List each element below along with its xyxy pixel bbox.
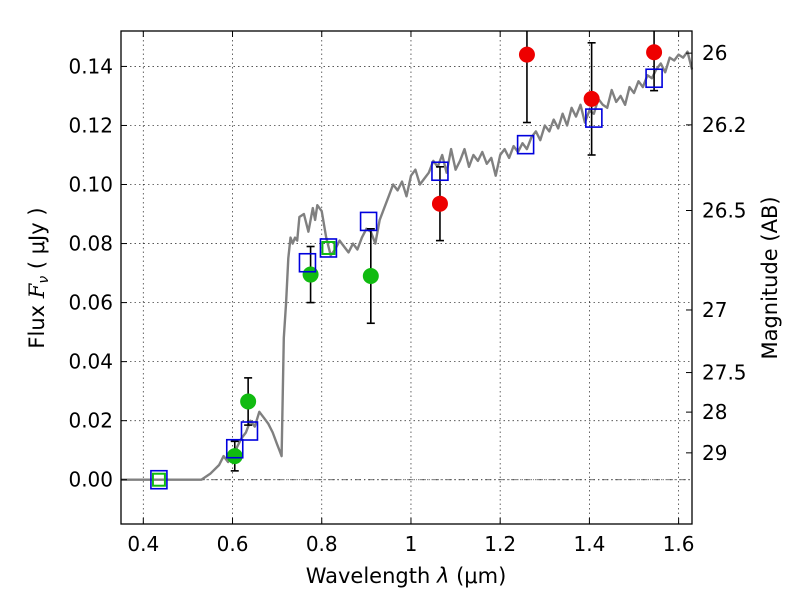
red-data-point — [431, 195, 448, 212]
y2-axis-label: Magnitude (AB) — [758, 196, 782, 359]
green-data-point — [362, 268, 379, 285]
y-axis-label-unit: ( μJy ) — [25, 207, 49, 275]
green-data-point — [302, 266, 319, 283]
y-tick-label: 0.14 — [68, 54, 113, 78]
y-axis-label-prefix: Flux — [25, 298, 49, 348]
x-tick-label: 1 — [405, 532, 418, 556]
x-axis-label: Wavelength λ (μm) — [306, 564, 507, 588]
y-tick-label: 0.00 — [68, 468, 113, 492]
red-data-point — [518, 46, 535, 63]
y-tick-label: 0.12 — [68, 113, 113, 137]
red-data-point — [646, 44, 663, 61]
y-tick-label: 0.02 — [68, 409, 113, 433]
magnitude-tick-label: 26.5 — [702, 198, 747, 222]
marker-layer — [150, 44, 663, 490]
y-tick-label: 0.04 — [68, 350, 113, 374]
model-photometry-box — [585, 108, 603, 128]
x-tick-label: 1.4 — [573, 532, 605, 556]
y-axis-label: Flux Fν ( μJy ) — [25, 207, 52, 348]
model-photometry-box — [240, 421, 259, 441]
magnitude-tick-label: 29 — [702, 441, 727, 465]
model-photometry-box — [516, 134, 535, 155]
model-photometry-box — [150, 469, 168, 490]
x-axis-label-symbol: λ — [436, 564, 449, 588]
x-axis-label-unit: (μm) — [449, 564, 506, 588]
green-data-point — [240, 393, 257, 410]
green-box-marker — [321, 240, 336, 255]
magnitude-tick-label: 26 — [702, 41, 727, 65]
x-axis-label-prefix: Wavelength — [306, 564, 437, 588]
plot-frame — [120, 30, 693, 525]
model-photometry-box — [298, 252, 317, 273]
magnitude-tick-label: 26.2 — [702, 113, 747, 137]
green-data-point — [226, 448, 243, 465]
x-tick-label: 1.2 — [484, 532, 516, 556]
x-tick-label: 0.6 — [217, 532, 249, 556]
model-sed-layer — [121, 50, 694, 481]
x-tick-label: 0.4 — [127, 532, 159, 556]
model-photometry-box — [319, 238, 338, 258]
magnitude-tick-label: 27.5 — [702, 361, 747, 385]
y-axis-label-symbol: F — [25, 282, 49, 299]
y-tick-label: 0.10 — [68, 173, 113, 197]
y-axis-label-sub: ν — [36, 276, 52, 284]
model-photometry-box — [645, 68, 663, 89]
x-tick-label: 0.8 — [306, 532, 338, 556]
y-tick-label: 0.08 — [68, 232, 113, 256]
grid-lines — [121, 31, 692, 524]
model-photometry-box — [359, 211, 378, 232]
model-photometry-box — [431, 161, 449, 182]
y-tick-label: 0.06 — [68, 291, 113, 315]
magnitude-tick-label: 28 — [702, 400, 727, 424]
green-box-marker — [151, 472, 166, 487]
magnitude-tick-label: 27 — [702, 298, 727, 322]
red-data-point — [583, 90, 600, 107]
x-tick-label: 1.6 — [663, 532, 695, 556]
model-sed-line — [121, 50, 694, 481]
model-photometry-box — [225, 438, 244, 459]
tick-layer: 0.4 0.6 0.8 1 1.2 1.4 1.6 0.00 0.02 0.04 0.06 0.08 0… — [68, 31, 747, 556]
